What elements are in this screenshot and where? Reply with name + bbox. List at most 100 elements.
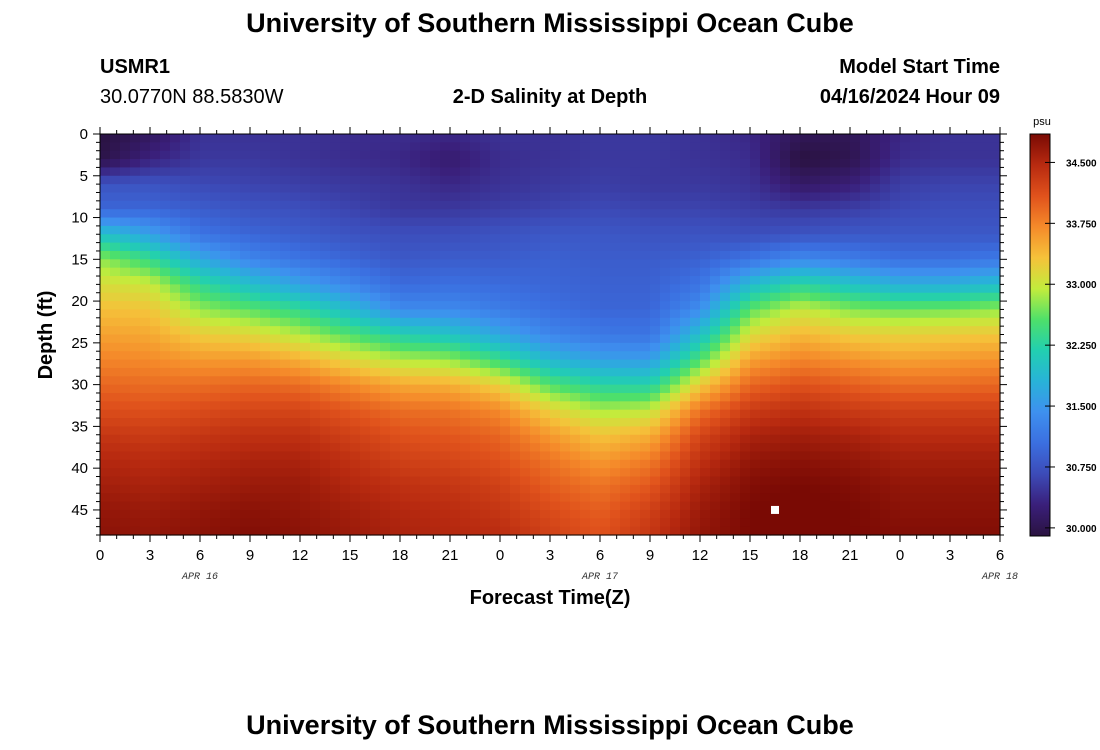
heatmap-cell [500,217,511,227]
heatmap-cell [590,267,601,277]
heatmap-cell [140,309,151,319]
heatmap-cell [880,326,891,336]
heatmap-cell [370,134,381,143]
heatmap-cell [450,367,461,377]
colorbar-tick-label: 34.500 [1066,158,1097,169]
heatmap-cell [340,392,351,402]
heatmap-cell [290,434,301,444]
heatmap-cell [270,234,281,244]
heatmap-cell [180,209,191,219]
heatmap-cell [310,476,321,486]
heatmap-cell [520,192,531,202]
heatmap-cell [230,317,241,327]
heatmap-cell [230,376,241,386]
heatmap-cell [810,484,821,494]
heatmap-cell [620,259,631,269]
heatmap-cell [900,484,911,494]
heatmap-cell [610,392,621,402]
heatmap-cell [620,493,631,503]
heatmap-cell [900,468,911,478]
heatmap-cell [460,493,471,503]
heatmap-cell [860,409,871,419]
heatmap-cell [300,392,311,402]
heatmap-cell [920,384,931,394]
heatmap-cell [110,443,121,453]
heatmap-cell [260,276,271,285]
heatmap-cell [490,242,501,252]
heatmap-cell [660,443,671,453]
heatmap-cell [590,409,601,419]
heatmap-cell [430,476,441,486]
heatmap-cell [880,334,891,344]
heatmap-cell [150,518,161,528]
heatmap-cell [520,142,531,152]
heatmap-cell [640,418,651,427]
heatmap-cell [270,159,281,169]
heatmap-cell [900,401,911,411]
heatmap-cell [430,309,441,319]
heatmap-cell [740,418,751,427]
heatmap-cell [900,526,911,536]
heatmap-cell [460,301,471,311]
heatmap-cell [400,234,411,244]
heatmap-cell [910,409,921,419]
heatmap-cell [370,326,381,336]
heatmap-cell [680,342,691,352]
heatmap-cell [990,309,1001,319]
heatmap-cell [770,434,781,444]
heatmap-cell [150,276,161,285]
heatmap-cell [880,484,891,494]
heatmap-cell [450,518,461,528]
heatmap-cell [360,334,371,344]
heatmap-cell [570,234,581,244]
heatmap-cell [960,134,971,143]
heatmap-cell [310,409,321,419]
heatmap-cell [930,359,941,369]
heatmap-cell [860,134,871,143]
heatmap-cell [330,384,341,394]
heatmap-cell [270,509,281,519]
heatmap-cell [930,392,941,402]
heatmap-cell [890,384,901,394]
heatmap-cell [260,418,271,427]
heatmap-cell [960,250,971,260]
heatmap-cell [740,468,751,478]
heatmap-cell [980,351,991,361]
heatmap-cell [340,167,351,177]
heatmap-cell [940,184,951,194]
heatmap-cell [610,225,621,235]
heatmap-cell [750,292,761,302]
heatmap-cell [870,409,881,419]
heatmap-cell [460,317,471,327]
heatmap-cell [140,392,151,402]
heatmap-cell [780,418,791,427]
heatmap-cell [110,367,121,377]
heatmap-cell [460,159,471,169]
heatmap-cell [560,367,571,377]
heatmap-cell [620,418,631,427]
heatmap-cell [120,509,131,519]
heatmap-cell [460,192,471,202]
heatmap-cell [150,267,161,277]
heatmap-cell [340,217,351,227]
heatmap-cell [760,326,771,336]
heatmap-cell [250,509,261,519]
heatmap-cell [750,493,761,503]
heatmap-cell [820,409,831,419]
heatmap-cell [370,518,381,528]
heatmap-cell [980,259,991,269]
heatmap-cell [570,351,581,361]
heatmap-cell [540,284,551,294]
heatmap-cell [700,476,711,486]
heatmap-cell [290,468,301,478]
heatmap-cell [480,451,491,461]
heatmap-cell [110,250,121,260]
heatmap-cell [190,526,201,536]
heatmap-cell [140,367,151,377]
heatmap-cell [880,476,891,486]
heatmap-cell [520,184,531,194]
heatmap-cell [210,292,221,302]
heatmap-cell [800,409,811,419]
heatmap-cell [620,292,631,302]
heatmap-cell [990,509,1001,519]
